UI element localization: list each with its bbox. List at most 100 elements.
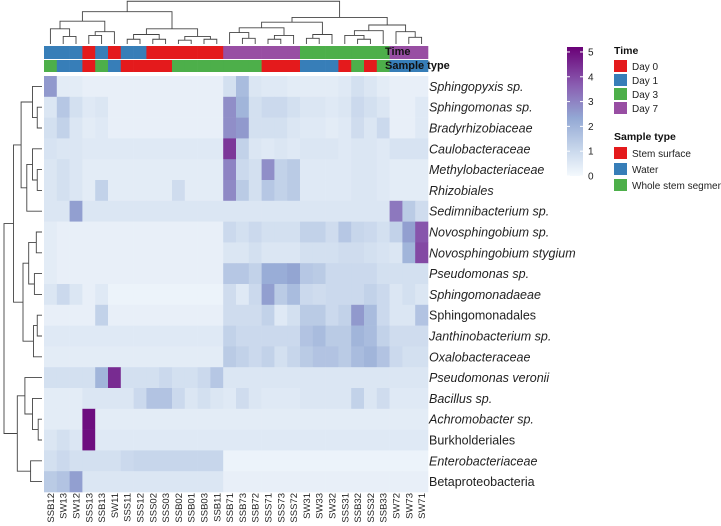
heatmap-cell [402, 367, 416, 389]
heatmap-cell [402, 221, 416, 243]
heatmap-cell [172, 346, 186, 368]
time-annotation-cell [376, 46, 390, 59]
heatmap-cell [300, 263, 314, 285]
heatmap-cell [376, 76, 390, 98]
sample-type-annotation-cell [146, 60, 160, 72]
heatmap-cell [389, 408, 403, 430]
column-label-ssb32: SSB32 [353, 493, 364, 523]
sample-type-annotation-cell [389, 60, 403, 72]
heatmap-cell [120, 388, 134, 410]
heatmap-cell [287, 138, 301, 160]
row-label-burkholderiales: Burkholderiales [429, 434, 515, 448]
row-dendrogram-branch [3, 223, 18, 434]
heatmap-cell [95, 304, 109, 326]
column-dendrogram-branch [241, 37, 256, 44]
heatmap-cell [184, 117, 198, 139]
heatmap-cell [300, 388, 314, 410]
column-label-sss73: SSS73 [276, 493, 287, 523]
heatmap-cell [325, 388, 339, 410]
heatmap-cell [44, 159, 58, 181]
heatmap-cell [364, 471, 378, 493]
column-label-sss03: SSS03 [161, 493, 172, 523]
heatmap-cell [274, 96, 288, 118]
heatmap-cell [376, 304, 390, 326]
heatmap-cell [312, 96, 326, 118]
heatmap-cell [274, 76, 288, 98]
time-annotation-cell [364, 46, 378, 59]
legend-sample-type-title: Sample type [614, 131, 676, 143]
heatmap-cell [364, 450, 378, 472]
heatmap-cell [287, 304, 301, 326]
heatmap-cell [56, 367, 70, 389]
heatmap-cell [389, 429, 403, 451]
heatmap-cell [376, 388, 390, 410]
heatmap-cell [108, 346, 122, 368]
heatmap-cell [402, 429, 416, 451]
row-label-caulobacteraceae: Caulobacteraceae [429, 142, 531, 156]
heatmap-cell [184, 221, 198, 243]
heatmap-cell [261, 117, 275, 139]
heatmap-cell [338, 76, 352, 98]
heatmap-cell [95, 388, 109, 410]
heatmap-cell [146, 180, 160, 202]
heatmap-cell [184, 325, 198, 347]
heatmap-cell [82, 367, 96, 389]
heatmap-cell [248, 450, 262, 472]
heatmap-cell [364, 117, 378, 139]
heatmap-cell [197, 242, 211, 264]
heatmap-cell [44, 117, 58, 139]
heatmap-cell [300, 117, 314, 139]
time-annotation-cell [402, 46, 416, 59]
heatmap-cell [223, 284, 237, 306]
heatmap-cell [172, 221, 186, 243]
heatmap-cell [120, 221, 134, 243]
heatmap-cell [210, 117, 224, 139]
heatmap-cell [223, 200, 237, 222]
column-label-sss02: SSS02 [148, 493, 159, 523]
time-annotation-cell [82, 46, 96, 59]
sample-type-annotation-cell [351, 60, 365, 72]
heatmap-cell [69, 346, 83, 368]
heatmap-cell [120, 159, 134, 181]
heatmap-cell [108, 304, 122, 326]
heatmap-cell [389, 284, 403, 306]
heatmap-cell [95, 408, 109, 430]
sample-type-annotation-cell [197, 60, 211, 72]
time-annotation-cell [159, 46, 173, 59]
heatmap-cell [338, 346, 352, 368]
heatmap-cell [415, 159, 429, 181]
heatmap-cell [184, 346, 198, 368]
heatmap-cell [56, 408, 70, 430]
heatmap-cell [389, 450, 403, 472]
heatmap-cell [261, 221, 275, 243]
time-annotation-cell [197, 46, 211, 59]
heatmap-cell [261, 284, 275, 306]
heatmap-cell [184, 263, 198, 285]
heatmap-cell [69, 284, 83, 306]
heatmap-cell [223, 180, 237, 202]
heatmap-cell [364, 200, 378, 222]
heatmap-cell [120, 284, 134, 306]
heatmap-cell [261, 159, 275, 181]
sample-type-annotation-cell [376, 60, 390, 72]
heatmap-cell [172, 471, 186, 493]
heatmap-cell [120, 117, 134, 139]
heatmap-cell [364, 408, 378, 430]
heatmap-cell [376, 200, 390, 222]
column-label-sss11: SSS11 [123, 493, 134, 522]
heatmap-cell [210, 346, 224, 368]
heatmap-cell [312, 408, 326, 430]
heatmap-cell [325, 284, 339, 306]
column-label-sss12: SSS12 [136, 493, 147, 523]
heatmap-cell [44, 346, 58, 368]
heatmap-cell [159, 388, 173, 410]
heatmap-cell [415, 284, 429, 306]
heatmap-cell [108, 200, 122, 222]
heatmap-cell [376, 429, 390, 451]
heatmap-cell [364, 346, 378, 368]
heatmap-cell [376, 96, 390, 118]
heatmap-cell [184, 180, 198, 202]
heatmap-cell [415, 367, 429, 389]
heatmap-cell [364, 284, 378, 306]
heatmap-cell [223, 367, 237, 389]
